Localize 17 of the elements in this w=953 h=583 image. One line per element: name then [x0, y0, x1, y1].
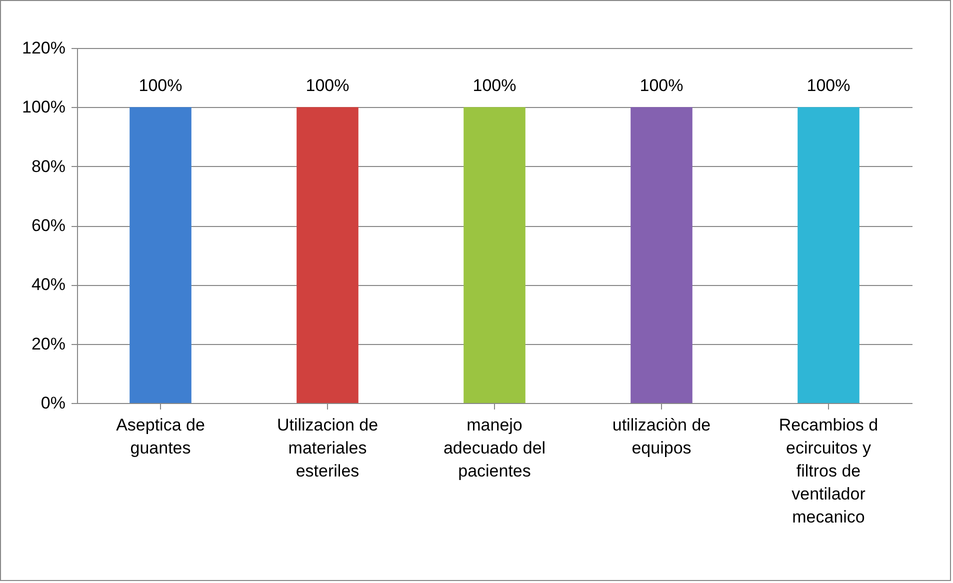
data-label: 100%	[306, 76, 350, 96]
y-tick-label: 100%	[22, 98, 66, 117]
y-tick-label: 40%	[31, 275, 66, 294]
y-tick-label: 120%	[22, 38, 66, 58]
y-tick-label: 60%	[31, 216, 66, 235]
y-tick-label: 0%	[40, 394, 66, 412]
data-label: 100%	[138, 76, 182, 96]
data-label: 100%	[472, 76, 516, 96]
x-tick-label: Utilizacion de materiales esteriles	[276, 416, 378, 480]
y-tick-label: 20%	[31, 334, 66, 354]
x-tick-label: Aseptica de guantes	[116, 416, 205, 458]
data-label: 100%	[640, 76, 684, 96]
x-tick-label: utilizaciòn de equipos	[612, 416, 711, 458]
x-tick-label: manejo adecuado del pacientes	[443, 416, 546, 480]
x-tick-label: Recambios d ecircuitos y filtros de ventilador mecanico	[778, 416, 878, 526]
data-label: 100%	[806, 76, 850, 96]
y-tick-label: 80%	[31, 156, 66, 176]
